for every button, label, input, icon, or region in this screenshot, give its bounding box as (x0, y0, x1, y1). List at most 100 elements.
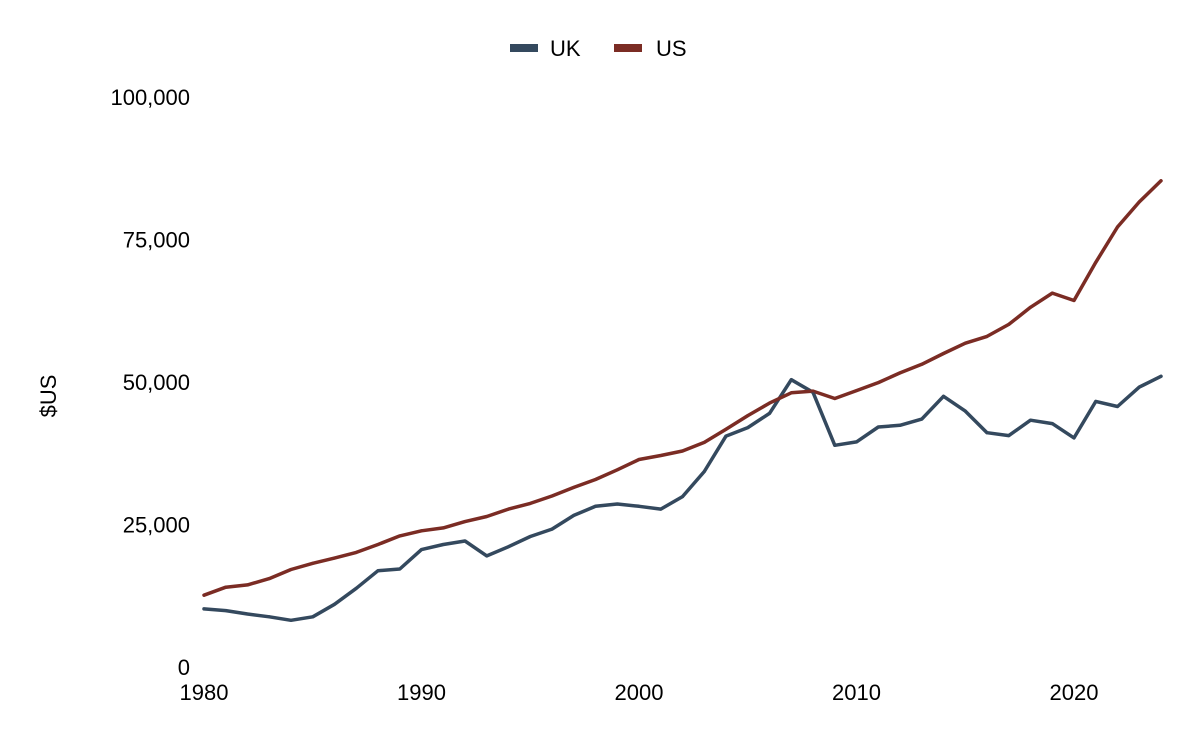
y-tick-label: 75,000 (123, 228, 190, 253)
data-point-uk (1029, 418, 1032, 422)
data-point-uk (1137, 385, 1141, 389)
data-point-us (1029, 305, 1032, 309)
data-point-uk (420, 548, 423, 552)
series-points (202, 179, 1163, 622)
data-point-uk (528, 535, 532, 538)
series-line-uk (202, 374, 1163, 623)
data-point-us (1050, 291, 1054, 295)
y-tick-label: 100,000 (110, 85, 190, 110)
data-point-us (333, 556, 336, 560)
series-lines (202, 179, 1163, 623)
data-point-uk (333, 602, 336, 606)
data-point-uk (659, 507, 663, 511)
data-point-uk (246, 612, 249, 616)
data-point-us (985, 334, 989, 338)
data-point-us (224, 585, 228, 589)
data-point-us (202, 593, 206, 597)
data-point-uk (550, 527, 554, 531)
data-point-us (615, 468, 619, 472)
data-point-us (963, 341, 967, 345)
data-point-us (485, 515, 489, 518)
y-tick-label: 0 (178, 655, 190, 680)
y-axis-title: $US (36, 375, 61, 418)
data-point-uk (985, 431, 989, 435)
data-point-uk (311, 615, 315, 619)
data-point-uk (615, 502, 619, 506)
data-point-us (507, 507, 510, 511)
x-tick-label: 2020 (1050, 680, 1099, 705)
y-tick-label: 25,000 (123, 513, 190, 538)
data-point-uk (485, 554, 489, 558)
data-point-uk (876, 425, 880, 429)
legend-label-us: US (656, 36, 687, 61)
data-point-us (855, 389, 858, 393)
data-point-uk (920, 417, 924, 421)
data-point-uk (1094, 399, 1098, 403)
y-tick-label: 50,000 (123, 370, 190, 395)
data-point-uk (963, 409, 967, 413)
data-point-uk (398, 567, 402, 571)
data-point-us (289, 568, 293, 571)
data-point-us (724, 427, 728, 431)
data-point-uk (702, 470, 706, 473)
data-point-us (398, 534, 402, 538)
data-point-uk (376, 569, 380, 573)
data-point-us (441, 526, 445, 530)
data-point-us (1159, 179, 1163, 183)
data-point-uk (789, 378, 793, 382)
data-point-us (1007, 322, 1011, 326)
x-tick-labels: 1980 1990 2000 2010 2020 (180, 680, 1099, 705)
data-point-us (1072, 299, 1076, 302)
data-point-uk (202, 607, 206, 611)
data-point-uk (354, 586, 358, 590)
data-point-uk (224, 609, 228, 613)
legend-swatch-uk (510, 44, 538, 52)
data-point-us (942, 352, 945, 355)
data-point-us (528, 501, 532, 505)
data-point-us (746, 414, 750, 418)
data-point-us (833, 397, 837, 400)
data-point-uk (267, 615, 271, 619)
legend-label-uk: UK (550, 36, 581, 61)
data-point-us (659, 454, 663, 457)
data-point-us (594, 478, 597, 481)
data-point-us (702, 440, 706, 444)
data-point-uk (441, 543, 445, 546)
x-tick-label: 2000 (615, 680, 664, 705)
x-tick-label: 1980 (180, 680, 229, 705)
data-point-us (920, 362, 924, 366)
data-point-us (637, 458, 641, 461)
data-point-uk (1050, 422, 1054, 426)
data-point-uk (594, 504, 597, 508)
data-point-us (1116, 225, 1119, 229)
x-tick-label: 2010 (832, 680, 881, 705)
data-point-us (376, 543, 380, 546)
data-point-uk (724, 434, 728, 438)
data-point-uk (1116, 405, 1119, 408)
data-point-us (572, 485, 576, 489)
data-point-us (768, 401, 771, 405)
y-tick-labels: 0 25,000 50,000 75,000 100,000 (110, 85, 190, 680)
data-point-us (463, 520, 467, 524)
data-point-us (1137, 200, 1141, 204)
data-point-uk (637, 504, 641, 508)
data-point-us (420, 529, 423, 533)
data-point-uk (1159, 374, 1163, 378)
data-point-uk (768, 411, 771, 415)
data-point-us (354, 550, 358, 554)
data-point-uk (746, 426, 750, 430)
data-point-us (550, 494, 554, 498)
data-point-us (246, 583, 249, 587)
data-point-uk (572, 513, 576, 517)
data-point-uk (507, 545, 510, 549)
data-point-us (876, 381, 880, 385)
data-point-us (311, 561, 315, 565)
data-point-uk (289, 618, 293, 622)
data-point-us (681, 449, 684, 453)
data-point-us (789, 391, 793, 395)
data-point-uk (898, 423, 902, 427)
data-point-us (898, 371, 902, 375)
legend-swatch-us (614, 44, 642, 52)
